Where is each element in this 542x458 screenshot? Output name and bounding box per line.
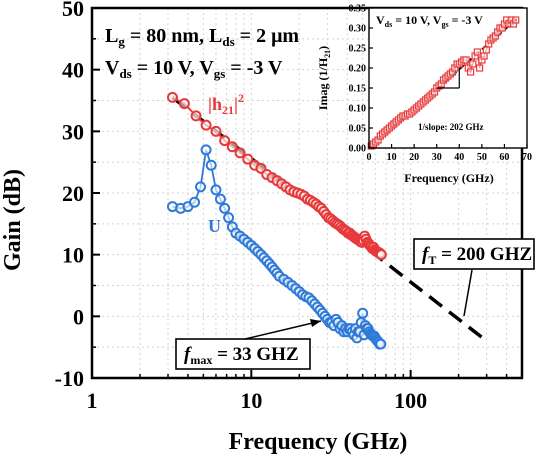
x-tick-label: 1 <box>87 388 98 413</box>
inset-y-tick-label: 0.05 <box>349 124 367 135</box>
h21-fit-line <box>171 96 488 343</box>
h21-data-point <box>178 98 190 110</box>
inset-data-point <box>466 68 475 76</box>
y-tick-label: -10 <box>55 366 84 391</box>
svg-text:Vds = 10 V, Vgs = -3 V: Vds = 10 V, Vgs = -3 V <box>376 13 483 29</box>
svg-text:Lg = 80 nm, Lds = 2 μm: Lg = 80 nm, Lds = 2 μm <box>105 25 299 49</box>
h21-data-point <box>200 119 212 131</box>
h21-fit-dashed-line <box>171 96 488 343</box>
u-data-point <box>200 144 212 156</box>
inset-series <box>367 16 520 150</box>
h21-data-point <box>166 91 178 103</box>
params-annotation: Lg = 80 nm, Lds = 2 μm Vds = 10 V, Vgs =… <box>105 25 299 81</box>
inset-x-tick-label: 20 <box>409 152 419 163</box>
h21-data-point <box>210 125 222 137</box>
x-tick-label: 100 <box>394 388 427 413</box>
y-tick-label: 50 <box>62 0 84 21</box>
u-data-point <box>375 338 387 350</box>
inset-y-tick-label: 0.00 <box>349 144 367 155</box>
y-tick-label: 30 <box>62 119 84 144</box>
inset-y-tick-label: 0.20 <box>349 64 367 75</box>
inset-data-point <box>480 52 488 60</box>
inset-y-tick-label: 0.30 <box>349 24 367 35</box>
h21-data-point <box>226 141 238 153</box>
inset-x-tick-label: 40 <box>454 152 464 163</box>
h21-series-label: |h21|2 <box>208 91 244 117</box>
inset-chart: 0 10 20 30 40 50 60 70 0.00 0.05 0.10 0.15 0.20 0.25 0… <box>316 4 532 186</box>
inset-slope-label: 1/slope: 202 GHz <box>418 122 484 132</box>
u-data-point <box>205 159 217 171</box>
u-data-point <box>223 212 235 224</box>
inset-y-tick-label: 0.35 <box>349 4 367 15</box>
inset-ticks: 0 10 20 30 40 50 60 70 0.00 0.05 0.10 0.15 0.20 0.25 0… <box>349 4 533 164</box>
h21-data-point <box>375 249 387 261</box>
main-series <box>166 91 387 350</box>
inset-slope-triangle <box>436 68 460 89</box>
inset-x-tick-label: 50 <box>477 152 487 163</box>
inset-x-tick-label: 60 <box>499 152 509 163</box>
inset-data-point <box>476 64 484 72</box>
x-axis-title: Frequency (GHz) <box>229 429 408 455</box>
inset-data-point <box>469 60 477 68</box>
inset-data-point <box>512 16 520 24</box>
inset-data-point <box>462 56 470 64</box>
inset-data-point <box>473 48 481 56</box>
u-data-point <box>357 307 369 319</box>
inset-y-tick-label: 0.25 <box>349 44 367 55</box>
inset-x-tick-label: 30 <box>432 152 442 163</box>
y-tick-label: 10 <box>62 243 84 268</box>
svg-text:fmax = 33 GHZ: fmax = 33 GHZ <box>184 344 299 367</box>
inset-y-tick-label: 0.10 <box>349 104 367 115</box>
y-tick-label: 20 <box>62 181 84 206</box>
fmax-callout: fmax = 33 GHZ <box>175 319 322 370</box>
inset-plot-frame <box>368 7 528 149</box>
h21-data-point <box>242 153 254 165</box>
inset-x-tick-label: 70 <box>522 152 532 163</box>
inset-x-tick-label: 0 <box>367 152 372 163</box>
y-tick-label: 0 <box>73 304 84 329</box>
h21-data-point <box>219 135 231 147</box>
u-data-point <box>189 196 201 208</box>
svg-text:Vds = 10 V, Vgs = -3 V: Vds = 10 V, Vgs = -3 V <box>105 57 283 81</box>
y-tick-label: 40 <box>62 58 84 83</box>
h21-data-point <box>190 110 202 122</box>
inset-data-point <box>482 46 490 54</box>
u-data-point <box>219 202 231 214</box>
svg-text:fT = 200 GHZ: fT = 200 GHZ <box>422 244 532 267</box>
u-series-label: U <box>208 216 221 236</box>
inset-y-axis-title: Imag (1/H21) <box>316 46 332 110</box>
inset-y-tick-label: 0.15 <box>349 84 367 95</box>
inset-x-tick-label: 10 <box>387 152 397 163</box>
u-data-point <box>195 181 207 193</box>
ft-callout: fT = 200 GHZ <box>413 238 535 317</box>
u-data-point <box>214 193 226 205</box>
y-axis-title: Gain (dB) <box>0 169 26 271</box>
u-data-point <box>210 184 222 196</box>
inset-x-axis-title: Frequency (GHz) <box>404 171 493 185</box>
h21-data-point <box>234 147 246 159</box>
x-tick-label: 10 <box>240 388 262 413</box>
